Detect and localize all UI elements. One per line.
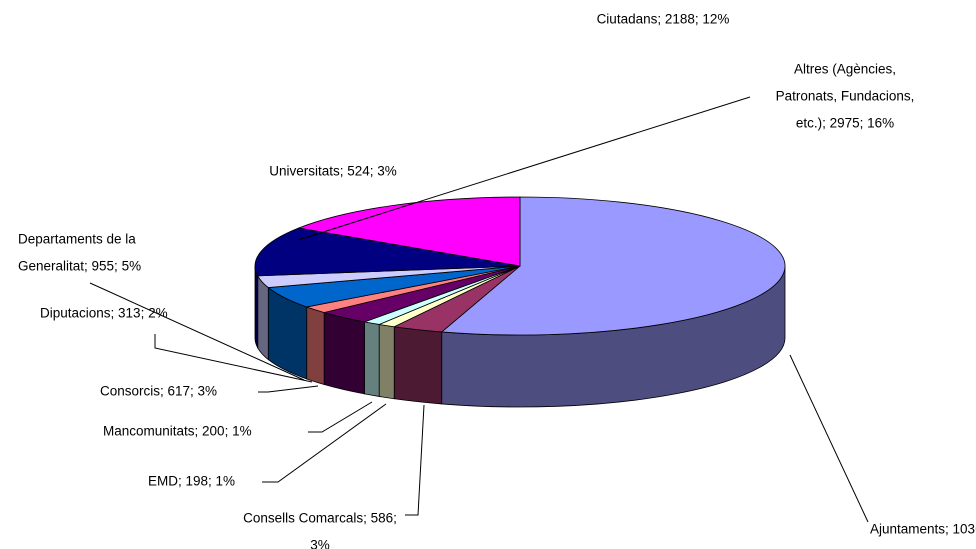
slice-label: Universitats; 524; 3%: [269, 164, 397, 179]
leader-line: [789, 354, 869, 523]
slice-side: [378, 323, 395, 400]
slice-label: EMD; 198; 1%: [148, 474, 235, 489]
slice-side: [393, 326, 443, 405]
slice-side: [257, 274, 269, 361]
slice-label: 3%: [310, 538, 330, 549]
slice-label: Consorcis; 617; 3%: [100, 384, 217, 399]
slice-label: Generalitat; 955; 5%: [18, 259, 141, 274]
leader-line: [297, 96, 751, 241]
slice-label: etc.); 2975; 16%: [796, 116, 894, 131]
slice-label: Altres (Agències,: [794, 62, 896, 77]
leader-line: [262, 403, 387, 483]
leader-line: [405, 404, 425, 516]
slice-label: Ajuntaments; 10362; 54%: [870, 522, 976, 537]
slice: [297, 196, 521, 267]
slice-label: Departaments de la: [18, 232, 136, 247]
leader-line: [308, 401, 373, 433]
slice-label: Patronats, Fundacions,: [776, 89, 915, 104]
leader-line: [89, 282, 305, 381]
leader-line: [258, 385, 319, 393]
slice: [440, 196, 786, 336]
slice-label: Ciutadans; 2188; 12%: [597, 12, 730, 27]
slice-label: Mancomunitats; 200; 1%: [103, 424, 252, 439]
slice-label: Diputacions; 313; 2%: [40, 306, 168, 321]
slice: [254, 227, 521, 277]
slice-label: Consells Comarcals; 586;: [243, 511, 397, 526]
slice-side: [364, 321, 380, 397]
leader-line: [154, 334, 313, 383]
slice-side: [306, 306, 325, 386]
slice-side: [323, 311, 365, 395]
slice-side: [254, 265, 259, 350]
